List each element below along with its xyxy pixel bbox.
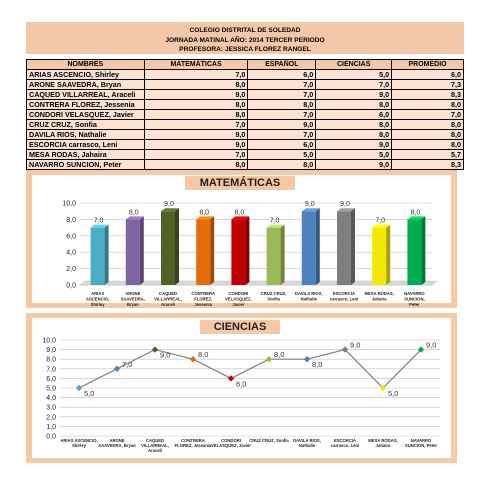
table-row: DAVILA RIOS, Nathalie 9,0 7,0 8,0 8,0: [26, 129, 464, 140]
student-name-cell: CONDORI VELASQUEZ, Javier: [26, 109, 145, 120]
grade-cell: 7,0: [143, 119, 249, 130]
grade-cell: 5,0: [247, 149, 317, 160]
grade-cell: 8,0: [143, 79, 249, 90]
math-chart-title: MATEMÁTICAS: [185, 176, 295, 190]
grade-cell: 7,0: [247, 89, 317, 100]
student-name-cell: CAQUED VILLARREAL, Araceli: [26, 89, 145, 100]
col-header-espanol: ESPAÑOL: [247, 59, 317, 70]
grade-cell: 9,0: [143, 89, 249, 100]
grade-cell: 7,0: [143, 149, 249, 160]
table-row: MESA RODAS, Jahaira 7,0 5,0 5,0 5,7: [26, 149, 464, 160]
grade-cell: 8,3: [391, 89, 464, 100]
grade-cell: 6,0: [247, 69, 317, 80]
grade-cell: 8,0: [315, 99, 393, 110]
student-name-cell: ARONE SAAVEDRA, Bryan: [26, 79, 145, 90]
table-row: CRUZ CRUZ, Sonfia 7,0 9,0 8,0 8,0: [26, 119, 464, 130]
grade-cell: 9,0: [315, 139, 393, 150]
grades-body: ARIAS ASCENCIO, Shirley 7,0 6,0 5,0 6,0 ARONE…: [26, 69, 464, 170]
grade-cell: 8,0: [143, 99, 249, 110]
student-name-cell: ARIAS ASCENCIO, Shirley: [26, 69, 145, 80]
teacher-name: PROFESORA: JESSICA FLOREZ RANGEL: [179, 46, 311, 53]
table-row: NAVARRO SUNCION, Peter 8,0 8,0 9,0 8,3: [26, 159, 464, 170]
math-chart-panel: [26, 170, 457, 308]
grade-cell: 5,7: [391, 149, 464, 160]
science-chart-panel: [26, 313, 457, 463]
student-name-cell: NAVARRO SUNCION, Peter: [26, 159, 145, 170]
student-name-cell: ESCORCIA carrasco, Leni: [26, 139, 145, 150]
grade-cell: 8,0: [247, 159, 317, 170]
table-header-row: NOMBRES MATEMÁTICAS ESPAÑOL CIENCIAS PRO…: [26, 59, 464, 70]
student-name-cell: CONTRERA FLOREZ, Jessenia: [26, 99, 145, 110]
col-header-matematicas: MATEMÁTICAS: [143, 59, 249, 70]
grade-cell: 6,0: [247, 139, 317, 150]
grade-cell: 6,0: [391, 69, 464, 80]
school-name: COLEGIO DISTRITAL DE SOLEDAD: [189, 27, 301, 34]
table-row: CONDORI VELASQUEZ, Javier 8,0 7,0 6,0 7,0: [26, 109, 464, 120]
grade-cell: 8,0: [315, 129, 393, 140]
grade-cell: 7,0: [247, 79, 317, 90]
grade-cell: 7,0: [315, 79, 393, 90]
grade-cell: 5,0: [315, 69, 393, 80]
grade-cell: 5,0: [315, 149, 393, 160]
grade-cell: 8,0: [315, 119, 393, 130]
table-row: ESCORCIA carrasco, Leni 9,0 6,0 9,0 8,0: [26, 139, 464, 150]
grade-cell: 8,0: [143, 109, 249, 120]
grade-cell: 8,0: [391, 129, 464, 140]
grade-cell: 6,0: [315, 109, 393, 120]
school-header: COLEGIO DISTRITAL DE SOLEDAD JORNADA MAT…: [26, 22, 464, 54]
grade-cell: 8,0: [143, 159, 249, 170]
table-row: ARIAS ASCENCIO, Shirley 7,0 6,0 5,0 6,0: [26, 69, 464, 80]
table-row: CAQUED VILLARREAL, Araceli 9,0 7,0 9,0 8,3: [26, 89, 464, 100]
grades-table: NOMBRES MATEMÁTICAS ESPAÑOL CIENCIAS PRO…: [26, 59, 464, 170]
science-chart-title: CIENCIAS: [200, 320, 280, 334]
grade-cell: 8,0: [247, 99, 317, 110]
grade-cell: 9,0: [143, 129, 249, 140]
grade-cell: 9,0: [315, 159, 393, 170]
grade-cell: 7,3: [391, 79, 464, 90]
col-header-ciencias: CIENCIAS: [315, 59, 393, 70]
grade-cell: 7,0: [247, 129, 317, 140]
grade-cell: 7,0: [143, 69, 249, 80]
grade-cell: 8,3: [391, 159, 464, 170]
grade-cell: 8,0: [391, 119, 464, 130]
student-name-cell: CRUZ CRUZ, Sonfia: [26, 119, 145, 130]
student-name-cell: MESA RODAS, Jahaira: [26, 149, 145, 160]
grade-cell: 9,0: [247, 119, 317, 130]
grade-cell: 8,0: [391, 139, 464, 150]
table-row: ARONE SAAVEDRA, Bryan 8,0 7,0 7,0 7,3: [26, 79, 464, 90]
grade-cell: 7,0: [391, 109, 464, 120]
student-name-cell: DAVILA RIOS, Nathalie: [26, 129, 145, 140]
grade-cell: 9,0: [143, 139, 249, 150]
session-info: JORNADA MATINAL AÑO: 2014 TERCER PERIODO: [165, 36, 325, 44]
col-header-promedio: PROMEDIO: [391, 59, 464, 70]
grade-cell: 9,0: [315, 89, 393, 100]
col-header-nombres: NOMBRES: [26, 59, 145, 70]
grade-cell: 8,0: [391, 99, 464, 110]
grade-cell: 7,0: [247, 109, 317, 120]
table-row: CONTRERA FLOREZ, Jessenia 8,0 8,0 8,0 8,0: [26, 99, 464, 110]
